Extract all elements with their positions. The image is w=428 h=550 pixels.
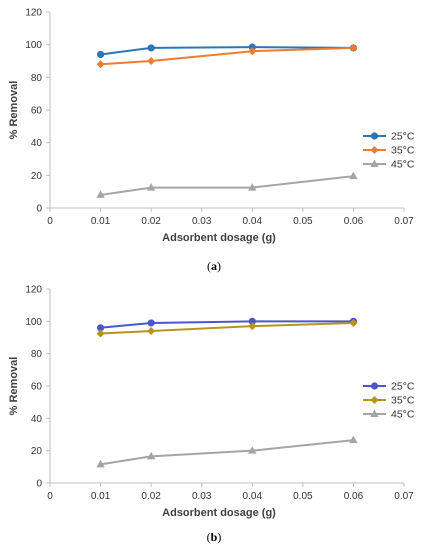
- data-point: [146, 451, 156, 460]
- x-tick-label: 0.04: [243, 491, 263, 502]
- data-point: [248, 322, 257, 331]
- legend: 25°C 35°C 45°C: [363, 381, 415, 421]
- x-tick-label: 0.04: [243, 216, 263, 227]
- data-point: [248, 43, 256, 51]
- legend-label: 25°C: [391, 381, 415, 393]
- y-tick-label: 0: [36, 204, 42, 215]
- chart-a: 0 20 40 60 80 100 120 0 0.01 0.02 0.03 0.04 0.05 0.06…: [8, 8, 415, 274]
- figure-caption: (a): [207, 259, 221, 273]
- x-tick-label: 0.01: [91, 491, 111, 502]
- legend-label: 35°C: [391, 395, 415, 407]
- x-tick-label: 0.03: [192, 216, 212, 227]
- series-0: [96, 43, 358, 59]
- series-line: [100, 439, 354, 466]
- legend-marker: [370, 409, 379, 417]
- legend-marker: [370, 132, 379, 140]
- series-2: [96, 435, 358, 468]
- x-tick-label: 0: [47, 216, 53, 227]
- y-tick-label: 60: [31, 106, 43, 117]
- y-tick-label: 60: [31, 382, 43, 393]
- caption-letter: b: [211, 530, 218, 544]
- x-tick-label: 0.06: [344, 491, 364, 502]
- y-tick-label: 100: [25, 317, 42, 328]
- series-line: [100, 46, 354, 56]
- legend-label: 45°C: [391, 159, 415, 171]
- legend-marker: [370, 146, 379, 154]
- y-tick-label: 40: [31, 414, 43, 425]
- x-tick-label: 0.07: [394, 216, 414, 227]
- x-tick-label: 0.02: [141, 491, 161, 502]
- x-tick-label: 0.01: [91, 216, 111, 227]
- y-tick-label: 120: [25, 285, 42, 296]
- series-line: [100, 321, 354, 335]
- series-line: [100, 46, 354, 66]
- y-axis-title: % Removal: [8, 81, 20, 140]
- x-tick-label: 0.03: [192, 491, 212, 502]
- y-tick-label: 120: [25, 8, 42, 19]
- data-point: [147, 327, 156, 336]
- y-tick-label: 0: [36, 479, 42, 490]
- data-point: [146, 183, 156, 191]
- data-point: [96, 50, 105, 59]
- legend-marker: [370, 396, 379, 404]
- x-tick-label: 0.05: [293, 491, 313, 502]
- chart-b: 0 20 40 60 80 100 120 0 0.01 0.02 0.03 0.04 0.05 0.06…: [8, 285, 415, 545]
- series-1: [96, 318, 358, 338]
- legend-marker: [370, 159, 379, 167]
- data-point: [96, 324, 105, 332]
- legend-label: 35°C: [391, 145, 415, 157]
- series-1: [96, 43, 358, 69]
- x-tick-label: 0: [47, 491, 53, 502]
- data-point: [248, 446, 257, 454]
- legend: 25°C 35°C 45°C: [363, 131, 415, 171]
- data-point: [147, 319, 155, 327]
- data-point: [96, 329, 105, 338]
- y-tick-label: 80: [31, 73, 43, 84]
- series-2: [96, 171, 358, 198]
- x-tick-label: 0.02: [141, 216, 161, 227]
- data-point: [248, 183, 257, 191]
- data-point: [96, 459, 105, 468]
- data-point: [349, 43, 358, 52]
- data-point: [96, 60, 105, 69]
- legend-marker: [370, 382, 379, 390]
- x-axis-title: Adsorbent dosage (g): [162, 232, 276, 244]
- y-tick-label: 100: [25, 40, 42, 51]
- data-point: [349, 171, 358, 180]
- x-tick-label: 0.05: [293, 216, 313, 227]
- x-tick-label: 0.06: [344, 216, 364, 227]
- y-tick-label: 20: [31, 446, 43, 457]
- data-point: [248, 47, 257, 56]
- data-point: [96, 190, 105, 198]
- data-point: [248, 317, 256, 325]
- data-point: [349, 435, 358, 444]
- x-axis-title: Adsorbent dosage (g): [162, 507, 276, 519]
- data-point: [147, 57, 156, 65]
- y-tick-label: 20: [31, 171, 43, 182]
- legend-label: 25°C: [391, 131, 415, 143]
- x-tick-label: 0.07: [394, 491, 414, 502]
- figure-caption: (b): [207, 530, 222, 544]
- series-line: [100, 320, 354, 329]
- legend-label: 45°C: [391, 409, 415, 421]
- series-line: [100, 175, 354, 196]
- data-point: [147, 44, 155, 52]
- y-axis-title: % Removal: [8, 357, 20, 416]
- y-tick-label: 80: [31, 349, 43, 360]
- data-point: [349, 318, 358, 327]
- y-tick-label: 40: [31, 138, 43, 149]
- caption-letter: a: [211, 259, 217, 273]
